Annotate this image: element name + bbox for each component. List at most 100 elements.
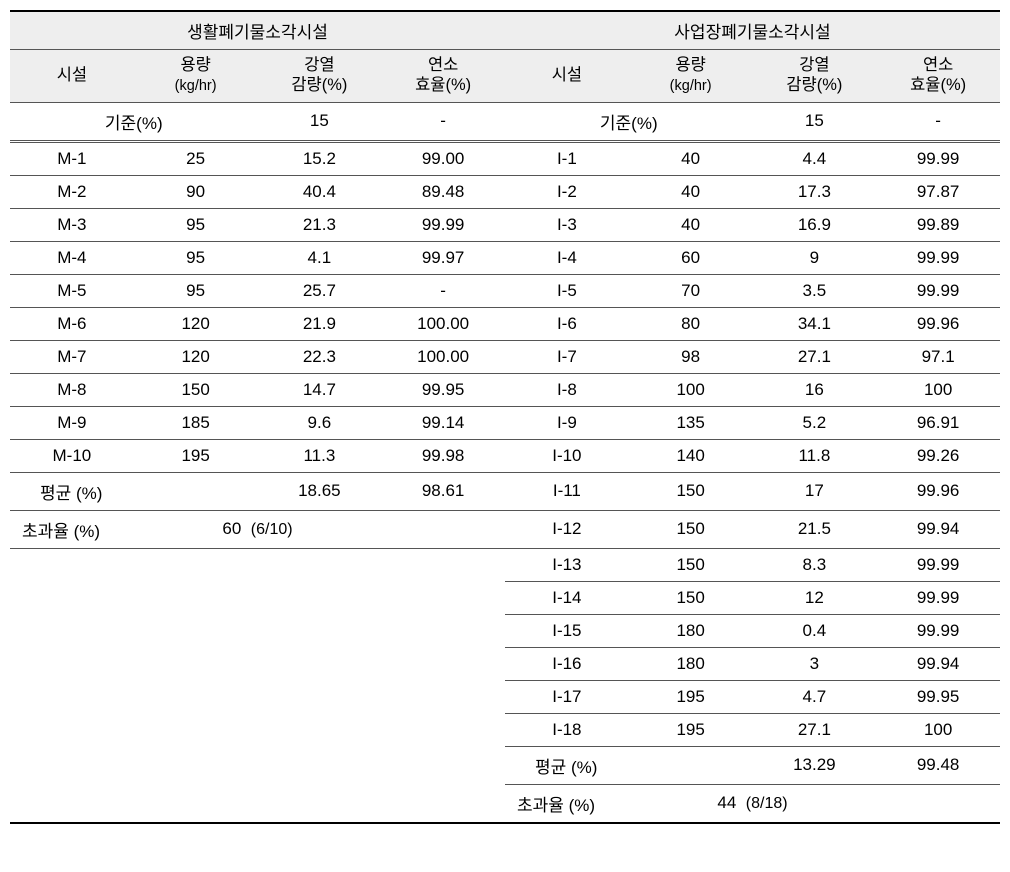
cell-efficiency: - xyxy=(381,274,505,307)
cell-empty xyxy=(10,647,134,680)
avg-ignition-left: 18.65 xyxy=(258,472,382,510)
avg-label-left: 평균 (%) xyxy=(10,472,134,510)
cell-empty xyxy=(10,713,134,746)
cell-efficiency: 99.14 xyxy=(381,406,505,439)
cell-facility: I-4 xyxy=(505,241,629,274)
cell-ignition: 21.5 xyxy=(753,510,877,548)
cell-efficiency: 99.95 xyxy=(381,373,505,406)
cell-ignition: 14.7 xyxy=(258,373,382,406)
avg-ignition-right: 13.29 xyxy=(753,746,877,784)
cell-empty xyxy=(134,713,258,746)
cell-capacity: 40 xyxy=(629,141,753,175)
cell-capacity: 185 xyxy=(134,406,258,439)
criterion-row: 기준(%) 15 - 기준(%) 15 - xyxy=(10,102,1000,141)
cell-efficiency: 99.99 xyxy=(876,141,1000,175)
cell-facility: M-6 xyxy=(10,307,134,340)
cell-empty xyxy=(381,746,505,784)
cell-empty xyxy=(134,680,258,713)
cell-facility: I-3 xyxy=(505,208,629,241)
cell-efficiency: 99.99 xyxy=(381,208,505,241)
cell-efficiency: 99.97 xyxy=(381,241,505,274)
cell-empty xyxy=(876,784,1000,823)
cell-ignition: 27.1 xyxy=(753,713,877,746)
criterion-val2-left: - xyxy=(381,102,505,141)
cell-efficiency: 100.00 xyxy=(381,340,505,373)
cell-empty xyxy=(381,784,505,823)
cell-efficiency: 99.99 xyxy=(876,241,1000,274)
table-row: 평균 (%)18.6598.61I-111501799.96 xyxy=(10,472,1000,510)
cell-facility: M-2 xyxy=(10,175,134,208)
cell-empty xyxy=(381,680,505,713)
left-title: 생활폐기물소각시설 xyxy=(10,11,505,50)
cell-ignition: 5.2 xyxy=(753,406,877,439)
cell-ignition: 17 xyxy=(753,472,877,510)
cell-facility: I-13 xyxy=(505,548,629,581)
col-combustion-right: 연소효율(%) xyxy=(876,50,1000,103)
cell-facility: I-16 xyxy=(505,647,629,680)
cell-efficiency: 89.48 xyxy=(381,175,505,208)
criterion-val1-left: 15 xyxy=(258,102,382,141)
cell-ignition: 16.9 xyxy=(753,208,877,241)
cell-facility: M-1 xyxy=(10,141,134,175)
cell-ignition: 27.1 xyxy=(753,340,877,373)
exceed-label-right: 초과율 (%) xyxy=(505,784,629,823)
cell-capacity: 120 xyxy=(134,307,258,340)
cell-capacity: 40 xyxy=(629,208,753,241)
table-row: M-815014.799.95I-810016100 xyxy=(10,373,1000,406)
col-ignition-right: 강열감량(%) xyxy=(753,50,877,103)
cell-capacity: 195 xyxy=(134,439,258,472)
cell-capacity: 150 xyxy=(629,510,753,548)
table-row: I-1819527.1100 xyxy=(10,713,1000,746)
cell-facility: I-17 xyxy=(505,680,629,713)
cell-efficiency: 99.99 xyxy=(876,581,1000,614)
cell-efficiency: 99.94 xyxy=(876,647,1000,680)
cell-ignition: 9 xyxy=(753,241,877,274)
cell-facility: I-8 xyxy=(505,373,629,406)
cell-empty xyxy=(258,614,382,647)
cell-facility: M-7 xyxy=(10,340,134,373)
cell-empty xyxy=(134,581,258,614)
cell-capacity: 150 xyxy=(134,373,258,406)
cell-capacity: 195 xyxy=(629,713,753,746)
cell-efficiency: 99.99 xyxy=(876,548,1000,581)
cell-ignition: 21.9 xyxy=(258,307,382,340)
table-row: M-612021.9100.00I-68034.199.96 xyxy=(10,307,1000,340)
cell-efficiency: 99.98 xyxy=(381,439,505,472)
cell-efficiency: 100 xyxy=(876,713,1000,746)
cell-capacity: 180 xyxy=(629,647,753,680)
cell-capacity: 40 xyxy=(629,175,753,208)
cell-efficiency: 99.26 xyxy=(876,439,1000,472)
cell-empty xyxy=(10,581,134,614)
cell-ignition: 12 xyxy=(753,581,877,614)
cell-ignition: 22.3 xyxy=(258,340,382,373)
cell-capacity: 25 xyxy=(134,141,258,175)
cell-empty xyxy=(10,680,134,713)
cell-ignition: 4.4 xyxy=(753,141,877,175)
cell-capacity: 100 xyxy=(629,373,753,406)
avg-efficiency-left: 98.61 xyxy=(381,472,505,510)
cell-capacity: 180 xyxy=(629,614,753,647)
cell-ignition: 3 xyxy=(753,647,877,680)
cell-efficiency: 99.99 xyxy=(876,274,1000,307)
cell-ignition: 40.4 xyxy=(258,175,382,208)
col-capacity-left: 용량(kg/hr) xyxy=(134,50,258,103)
cell-capacity: 150 xyxy=(629,548,753,581)
cell-empty xyxy=(258,647,382,680)
table-row: M-59525.7-I-5703.599.99 xyxy=(10,274,1000,307)
cell-facility: I-5 xyxy=(505,274,629,307)
cell-empty xyxy=(134,784,258,823)
cell-efficiency: 99.95 xyxy=(876,680,1000,713)
table-row: I-171954.799.95 xyxy=(10,680,1000,713)
cell-facility: I-1 xyxy=(505,141,629,175)
table-row: M-39521.399.99I-34016.999.89 xyxy=(10,208,1000,241)
cell-empty xyxy=(381,548,505,581)
cell-capacity: 195 xyxy=(629,680,753,713)
table-row: I-16180399.94 xyxy=(10,647,1000,680)
right-title: 사업장폐기물소각시설 xyxy=(505,11,1000,50)
cell-capacity: 95 xyxy=(134,274,258,307)
cell-efficiency: 97.87 xyxy=(876,175,1000,208)
cell-ignition: 11.8 xyxy=(753,439,877,472)
cell-ignition: 4.7 xyxy=(753,680,877,713)
cell-empty xyxy=(134,746,258,784)
cell-facility: I-15 xyxy=(505,614,629,647)
